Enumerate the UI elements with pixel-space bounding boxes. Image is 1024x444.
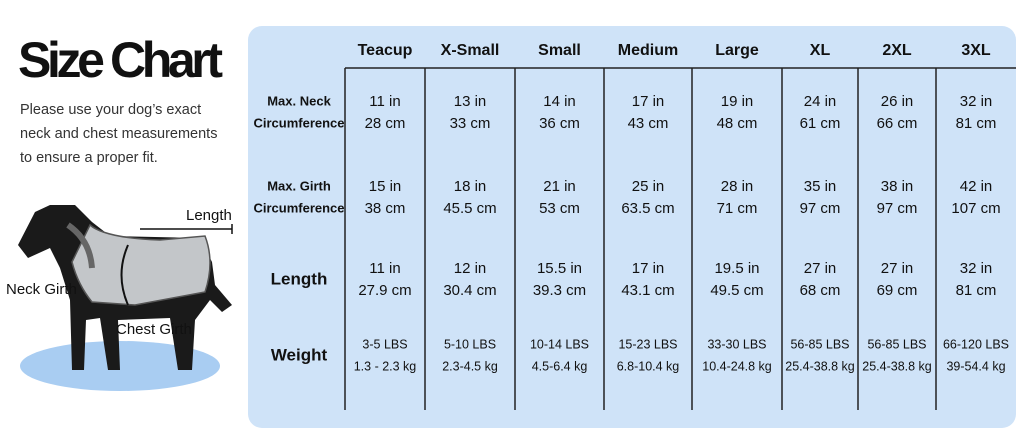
cell-text: 36 cm [539,115,580,132]
cell-text: 61 cm [800,115,841,132]
cell-text: 69 cm [877,282,918,299]
cell-text: 66 cm [877,115,918,132]
cell-text: 3-5 LBS [362,337,407,351]
cell-text: 49.5 cm [710,282,763,299]
cell-text: 107 cm [951,200,1000,217]
column-header: 3XL [961,42,991,59]
neck-label: Neck Girth [6,281,77,298]
cell-text: 5-10 LBS [444,337,496,351]
cell-text: 43.1 cm [621,282,674,299]
cell-text: 19 in [721,93,754,110]
cell-text: 53 cm [539,200,580,217]
cell-text: 13 in [454,93,487,110]
cell-text: 30.4 cm [443,282,496,299]
cell-text: 4.5-6.4 kg [532,359,588,373]
cell-text: 39.3 cm [533,282,586,299]
cell-text: 28 in [721,178,754,195]
cell-text: 66-120 LBS [943,337,1009,351]
cell-text: 81 cm [956,115,997,132]
cell-text: 33 cm [450,115,491,132]
cell-text: 6.8-10.4 kg [617,359,680,373]
cell-text: 56-85 LBS [790,337,849,351]
cell-text: 32 in [960,260,993,277]
cell-text: 11 in [369,260,400,277]
cell-text: 25.4-38.8 kg [862,359,932,373]
dog-illustration [18,205,233,391]
cell-text: 11 in [369,93,400,110]
cell-text: 63.5 cm [621,200,674,217]
cell-text: 17 in [632,93,665,110]
cell-text: 12 in [454,260,487,277]
column-header: Large [715,42,759,59]
column-header: XL [810,42,831,59]
cell-text: 43 cm [628,115,669,132]
cell-text: 15-23 LBS [618,337,677,351]
title: Size Chart [18,32,223,88]
column-header: Teacup [358,42,413,59]
cell-text: 71 cm [717,200,758,217]
cell-text: 39-54.4 kg [946,359,1005,373]
cell-text: 27 in [881,260,914,277]
cell-text: 18 in [454,178,487,195]
cell-text: 97 cm [800,200,841,217]
cell-text: 32 in [960,93,993,110]
row-label: Max. Girth [267,178,331,193]
cell-text: 25 in [632,178,665,195]
cell-text: 28 cm [365,115,406,132]
column-header: Medium [618,42,678,59]
table-panel [248,26,1016,428]
cell-text: 2.3-4.5 kg [442,359,498,373]
cell-text: 25.4-38.8 kg [785,359,855,373]
row-label: Max. Neck [267,93,331,108]
row-label: Length [271,269,328,288]
row-label: Circumference [253,115,344,130]
row-label: Circumference [253,200,344,215]
cell-text: 42 in [960,178,993,195]
cell-text: 97 cm [877,200,918,217]
description: Please use your dog’s exact neck and che… [20,102,218,166]
cell-text: 10.4-24.8 kg [702,359,772,373]
cell-text: 68 cm [800,282,841,299]
cell-text: 15 in [369,178,402,195]
cell-text: 81 cm [956,282,997,299]
column-header: X-Small [441,42,500,59]
cell-text: 38 cm [365,200,406,217]
length-label: Length [186,207,232,224]
cell-text: 26 in [881,93,914,110]
cell-text: 33-30 LBS [707,337,766,351]
cell-text: 15.5 in [537,260,582,277]
cell-text: 35 in [804,178,837,195]
cell-text: 48 cm [717,115,758,132]
cell-text: 56-85 LBS [867,337,926,351]
cell-text: 19.5 in [714,260,759,277]
row-label: Weight [271,345,328,364]
column-header: 2XL [882,42,912,59]
cell-text: 17 in [632,260,665,277]
cell-text: 27.9 cm [358,282,411,299]
cell-text: 14 in [543,93,576,110]
cell-text: 38 in [881,178,914,195]
size-table: Teacup X-Small Small Medium Large XL 2XL 3XL Max… [253,42,1016,410]
cell-text: 10-14 LBS [530,337,589,351]
column-header: Small [538,42,581,59]
cell-text: 24 in [804,93,837,110]
chest-label: Chest Girth [116,321,192,338]
cell-text: 21 in [543,178,576,195]
cell-text: 45.5 cm [443,200,496,217]
cell-text: 27 in [804,260,837,277]
cell-text: 1.3 - 2.3 kg [354,359,417,373]
